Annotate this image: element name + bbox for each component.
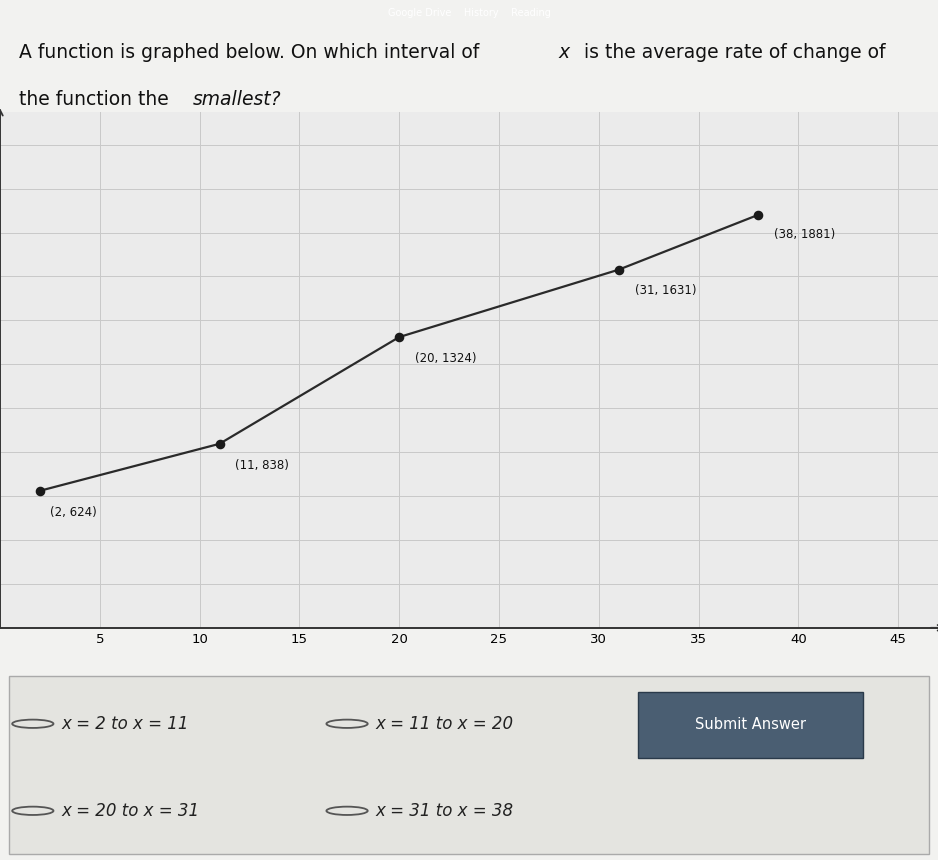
Text: x = 31 to x = 38: x = 31 to x = 38 bbox=[375, 802, 513, 820]
Text: (11, 838): (11, 838) bbox=[235, 459, 289, 472]
Text: Google Drive    History    Reading: Google Drive History Reading bbox=[387, 8, 551, 18]
FancyBboxPatch shape bbox=[9, 677, 929, 854]
Point bbox=[392, 330, 407, 344]
Text: A function is graphed below. On which interval of: A function is graphed below. On which in… bbox=[19, 43, 485, 62]
Point bbox=[751, 208, 766, 222]
Text: (38, 1881): (38, 1881) bbox=[775, 228, 836, 241]
Point bbox=[212, 437, 227, 451]
Text: (31, 1631): (31, 1631) bbox=[635, 284, 696, 297]
Text: Submit Answer: Submit Answer bbox=[695, 717, 806, 732]
Text: x = 2 to x = 11: x = 2 to x = 11 bbox=[61, 715, 189, 733]
Point bbox=[612, 263, 627, 277]
Text: x = 20 to x = 31: x = 20 to x = 31 bbox=[61, 802, 199, 820]
Text: smallest?: smallest? bbox=[192, 90, 280, 109]
Point bbox=[33, 484, 48, 498]
Text: (2, 624): (2, 624) bbox=[50, 506, 97, 519]
Text: is the average rate of change of: is the average rate of change of bbox=[578, 43, 885, 62]
FancyBboxPatch shape bbox=[638, 691, 863, 758]
Text: x: x bbox=[558, 43, 569, 62]
Text: x = 11 to x = 20: x = 11 to x = 20 bbox=[375, 715, 513, 733]
Text: the function the: the function the bbox=[19, 90, 174, 109]
Text: (20, 1324): (20, 1324) bbox=[416, 353, 477, 366]
